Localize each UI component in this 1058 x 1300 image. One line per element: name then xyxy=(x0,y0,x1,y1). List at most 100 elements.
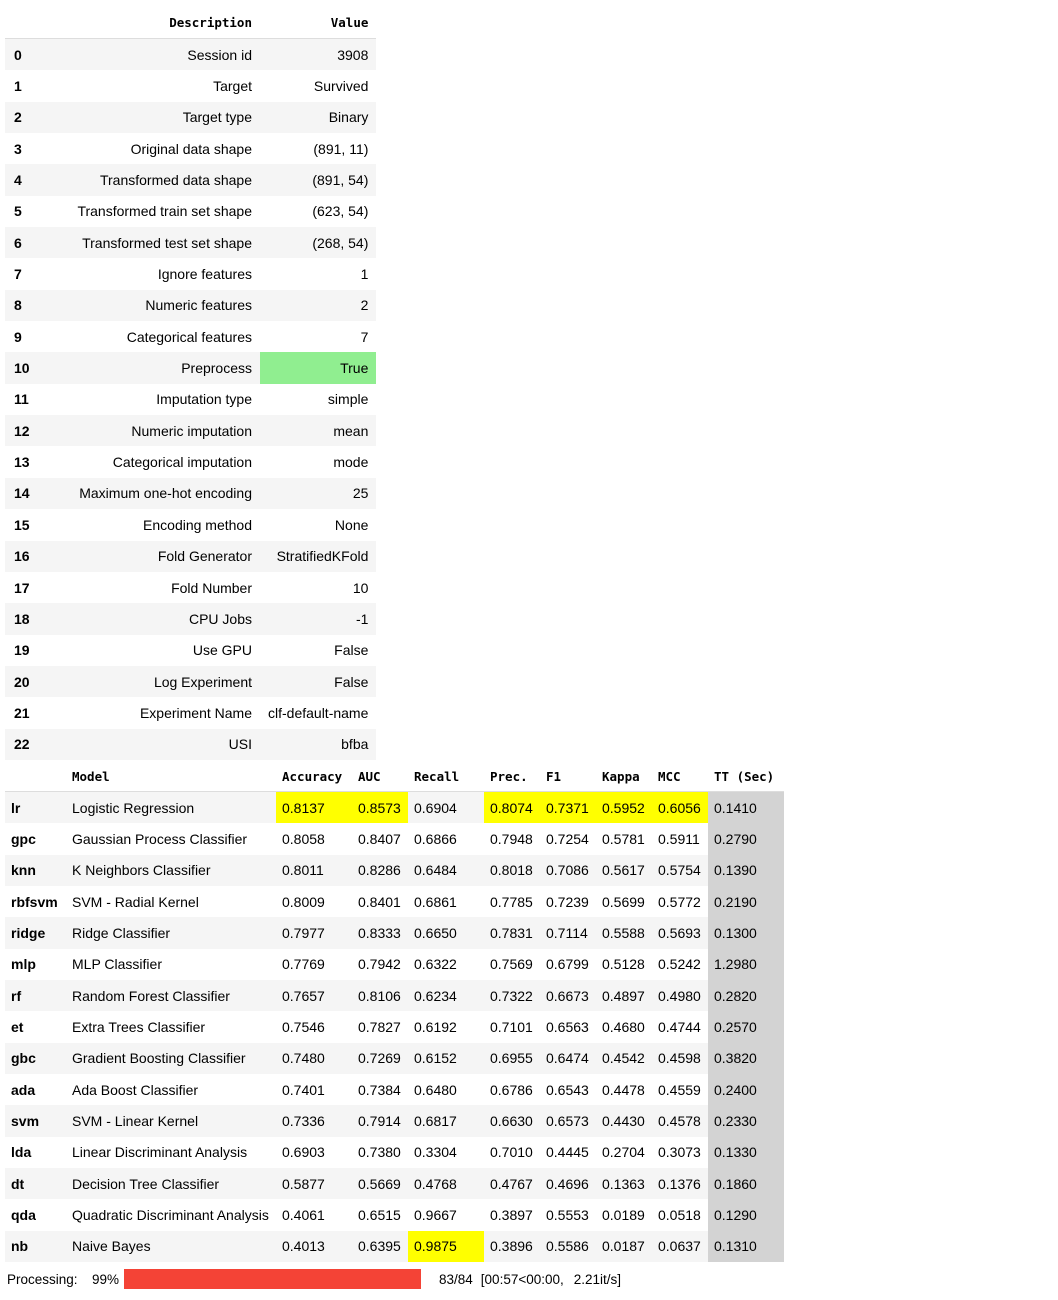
kappa-header: Kappa xyxy=(602,769,640,784)
setup-row: 10 Preprocess True xyxy=(5,352,377,384)
setup-value: mode xyxy=(333,454,369,471)
setup-description: USI xyxy=(228,736,252,753)
prec-value: 0.8074 xyxy=(484,791,540,824)
tt-value: 0.1390 xyxy=(708,854,784,887)
mcc-value: 0.4980 xyxy=(658,987,701,1004)
recall-value: 0.9667 xyxy=(414,1207,457,1224)
mcc-value: 0.5693 xyxy=(658,925,701,942)
model-abbr: gpc xyxy=(11,831,36,848)
setup-table: Description Value 0 Session id 3908 1 Target… xyxy=(5,7,377,760)
prec-value: 0.6955 xyxy=(490,1050,533,1067)
mcc-value: 0.5754 xyxy=(658,862,701,879)
tt-value: 0.2570 xyxy=(708,1011,784,1043)
setup-row: 16 Fold Generator StratifiedKFold xyxy=(5,540,377,572)
mcc-value: 0.4578 xyxy=(658,1113,701,1130)
setup-description: Imputation type xyxy=(156,391,252,408)
f1-value: 0.6799 xyxy=(546,956,589,973)
setup-value: False xyxy=(334,673,369,690)
prec-value: 0.3896 xyxy=(490,1238,533,1255)
setup-row: 8 Numeric features 2 xyxy=(5,289,377,322)
model-row: lda Linear Discriminant Analysis 0.6903 0.7… xyxy=(5,1136,784,1169)
auc-value: 0.8286 xyxy=(358,862,401,879)
tt-value: 0.2820 xyxy=(708,980,784,1012)
model-row: nb Naive Bayes 0.4013 0.6395 0.9875 0.3896 0.5… xyxy=(5,1230,784,1263)
recall-value: 0.4768 xyxy=(414,1175,457,1192)
value-header: Value xyxy=(330,15,369,30)
f1-value: 0.7086 xyxy=(546,862,589,879)
model-row: ada Ada Boost Classifier 0.7401 0.7384 0.648… xyxy=(5,1074,784,1106)
model-abbr: et xyxy=(11,1019,24,1036)
model-abbr: nb xyxy=(11,1238,29,1255)
model-abbr: gbc xyxy=(11,1050,36,1067)
model-abbr: rbfsvm xyxy=(11,893,58,910)
row-index: 5 xyxy=(14,203,22,220)
prec-value: 0.8018 xyxy=(490,862,533,879)
model-row: knn K Neighbors Classifier 0.8011 0.8286 0.6… xyxy=(5,854,784,887)
row-index: 18 xyxy=(14,610,30,627)
setup-value: (891, 54) xyxy=(312,172,369,189)
f1-value: 0.6673 xyxy=(546,987,589,1004)
accuracy-value: 0.7977 xyxy=(282,925,325,942)
accuracy-value: 0.7336 xyxy=(282,1113,325,1130)
kappa-value: 0.5699 xyxy=(602,893,645,910)
setup-row: 3 Original data shape (891, 11) xyxy=(5,133,376,164)
prec-value: 0.7831 xyxy=(490,925,533,942)
accuracy-value: 0.8011 xyxy=(282,862,324,879)
model-name: Extra Trees Classifier xyxy=(72,1019,206,1036)
f1-value: 0.7254 xyxy=(546,831,589,848)
row-index: 0 xyxy=(14,46,22,63)
setup-description: Numeric imputation xyxy=(131,422,252,439)
setup-row: 22 USI bfba xyxy=(5,728,377,760)
model-name: Ada Boost Classifier xyxy=(72,1081,199,1098)
setup-row: 18 CPU Jobs -1 xyxy=(5,603,377,635)
accuracy-value: 0.7546 xyxy=(282,1019,325,1036)
model-abbr: lr xyxy=(11,799,21,816)
setup-description: Session id xyxy=(187,46,252,63)
model-comparison-table: Model Accuracy AUC Recall Prec. F1 Kappa… xyxy=(5,762,784,1263)
f1-value: 0.6543 xyxy=(546,1081,589,1098)
row-index: 6 xyxy=(14,234,22,251)
model-row: qda Quadratic Discriminant Analysis 0.4061… xyxy=(5,1199,784,1231)
setup-description: Ignore features xyxy=(157,266,252,283)
mcc-value: 0.3073 xyxy=(658,1144,701,1161)
recall-value: 0.6866 xyxy=(414,831,457,848)
kappa-value: 0.0187 xyxy=(602,1238,645,1255)
model-name: Decision Tree Classifier xyxy=(72,1175,220,1192)
row-index: 17 xyxy=(14,579,30,596)
progress-bar xyxy=(124,1269,421,1289)
recall-value: 0.3304 xyxy=(414,1144,457,1161)
f1-value: 0.6573 xyxy=(546,1113,589,1130)
setup-value: bfba xyxy=(341,736,369,753)
kappa-value: 0.5617 xyxy=(602,862,645,879)
tt-value: 0.2190 xyxy=(708,886,784,918)
mcc-value: 0.0637 xyxy=(658,1238,701,1255)
progress-timing: [00:57<00:00, xyxy=(480,1271,564,1287)
setup-description: Categorical features xyxy=(126,328,252,345)
accuracy-header: Accuracy xyxy=(282,769,343,784)
f1-value: 0.7239 xyxy=(546,893,589,910)
tt-value: 0.1860 xyxy=(708,1168,784,1200)
tt-value: 0.2330 xyxy=(708,1105,784,1137)
setup-row: 15 Encoding method None xyxy=(5,509,376,540)
setup-row: 1 Target Survived xyxy=(5,70,376,101)
auc-value: 0.8106 xyxy=(358,987,401,1004)
model-header: Model xyxy=(72,769,110,784)
model-abbr: qda xyxy=(11,1207,36,1224)
recall-value: 0.6904 xyxy=(414,799,457,816)
recall-value: 0.6152 xyxy=(414,1050,457,1067)
prec-value: 0.7785 xyxy=(490,893,533,910)
model-abbr: dt xyxy=(11,1175,25,1192)
model-row: et Extra Trees Classifier 0.7546 0.7827 0.61… xyxy=(5,1011,784,1043)
row-index: 11 xyxy=(14,391,29,408)
auc-value: 0.7269 xyxy=(358,1050,401,1067)
row-index: 12 xyxy=(14,422,30,439)
setup-description: Log Experiment xyxy=(153,673,252,690)
setup-value: 3908 xyxy=(337,46,369,63)
f1-value: 0.6474 xyxy=(546,1050,589,1067)
kappa-value: 0.5128 xyxy=(602,956,645,973)
row-index: 7 xyxy=(14,266,22,283)
setup-value: (891, 11) xyxy=(313,140,369,157)
setup-value: -1 xyxy=(355,610,369,627)
model-abbr: knn xyxy=(11,862,36,879)
f1-value: 0.5553 xyxy=(546,1207,589,1224)
